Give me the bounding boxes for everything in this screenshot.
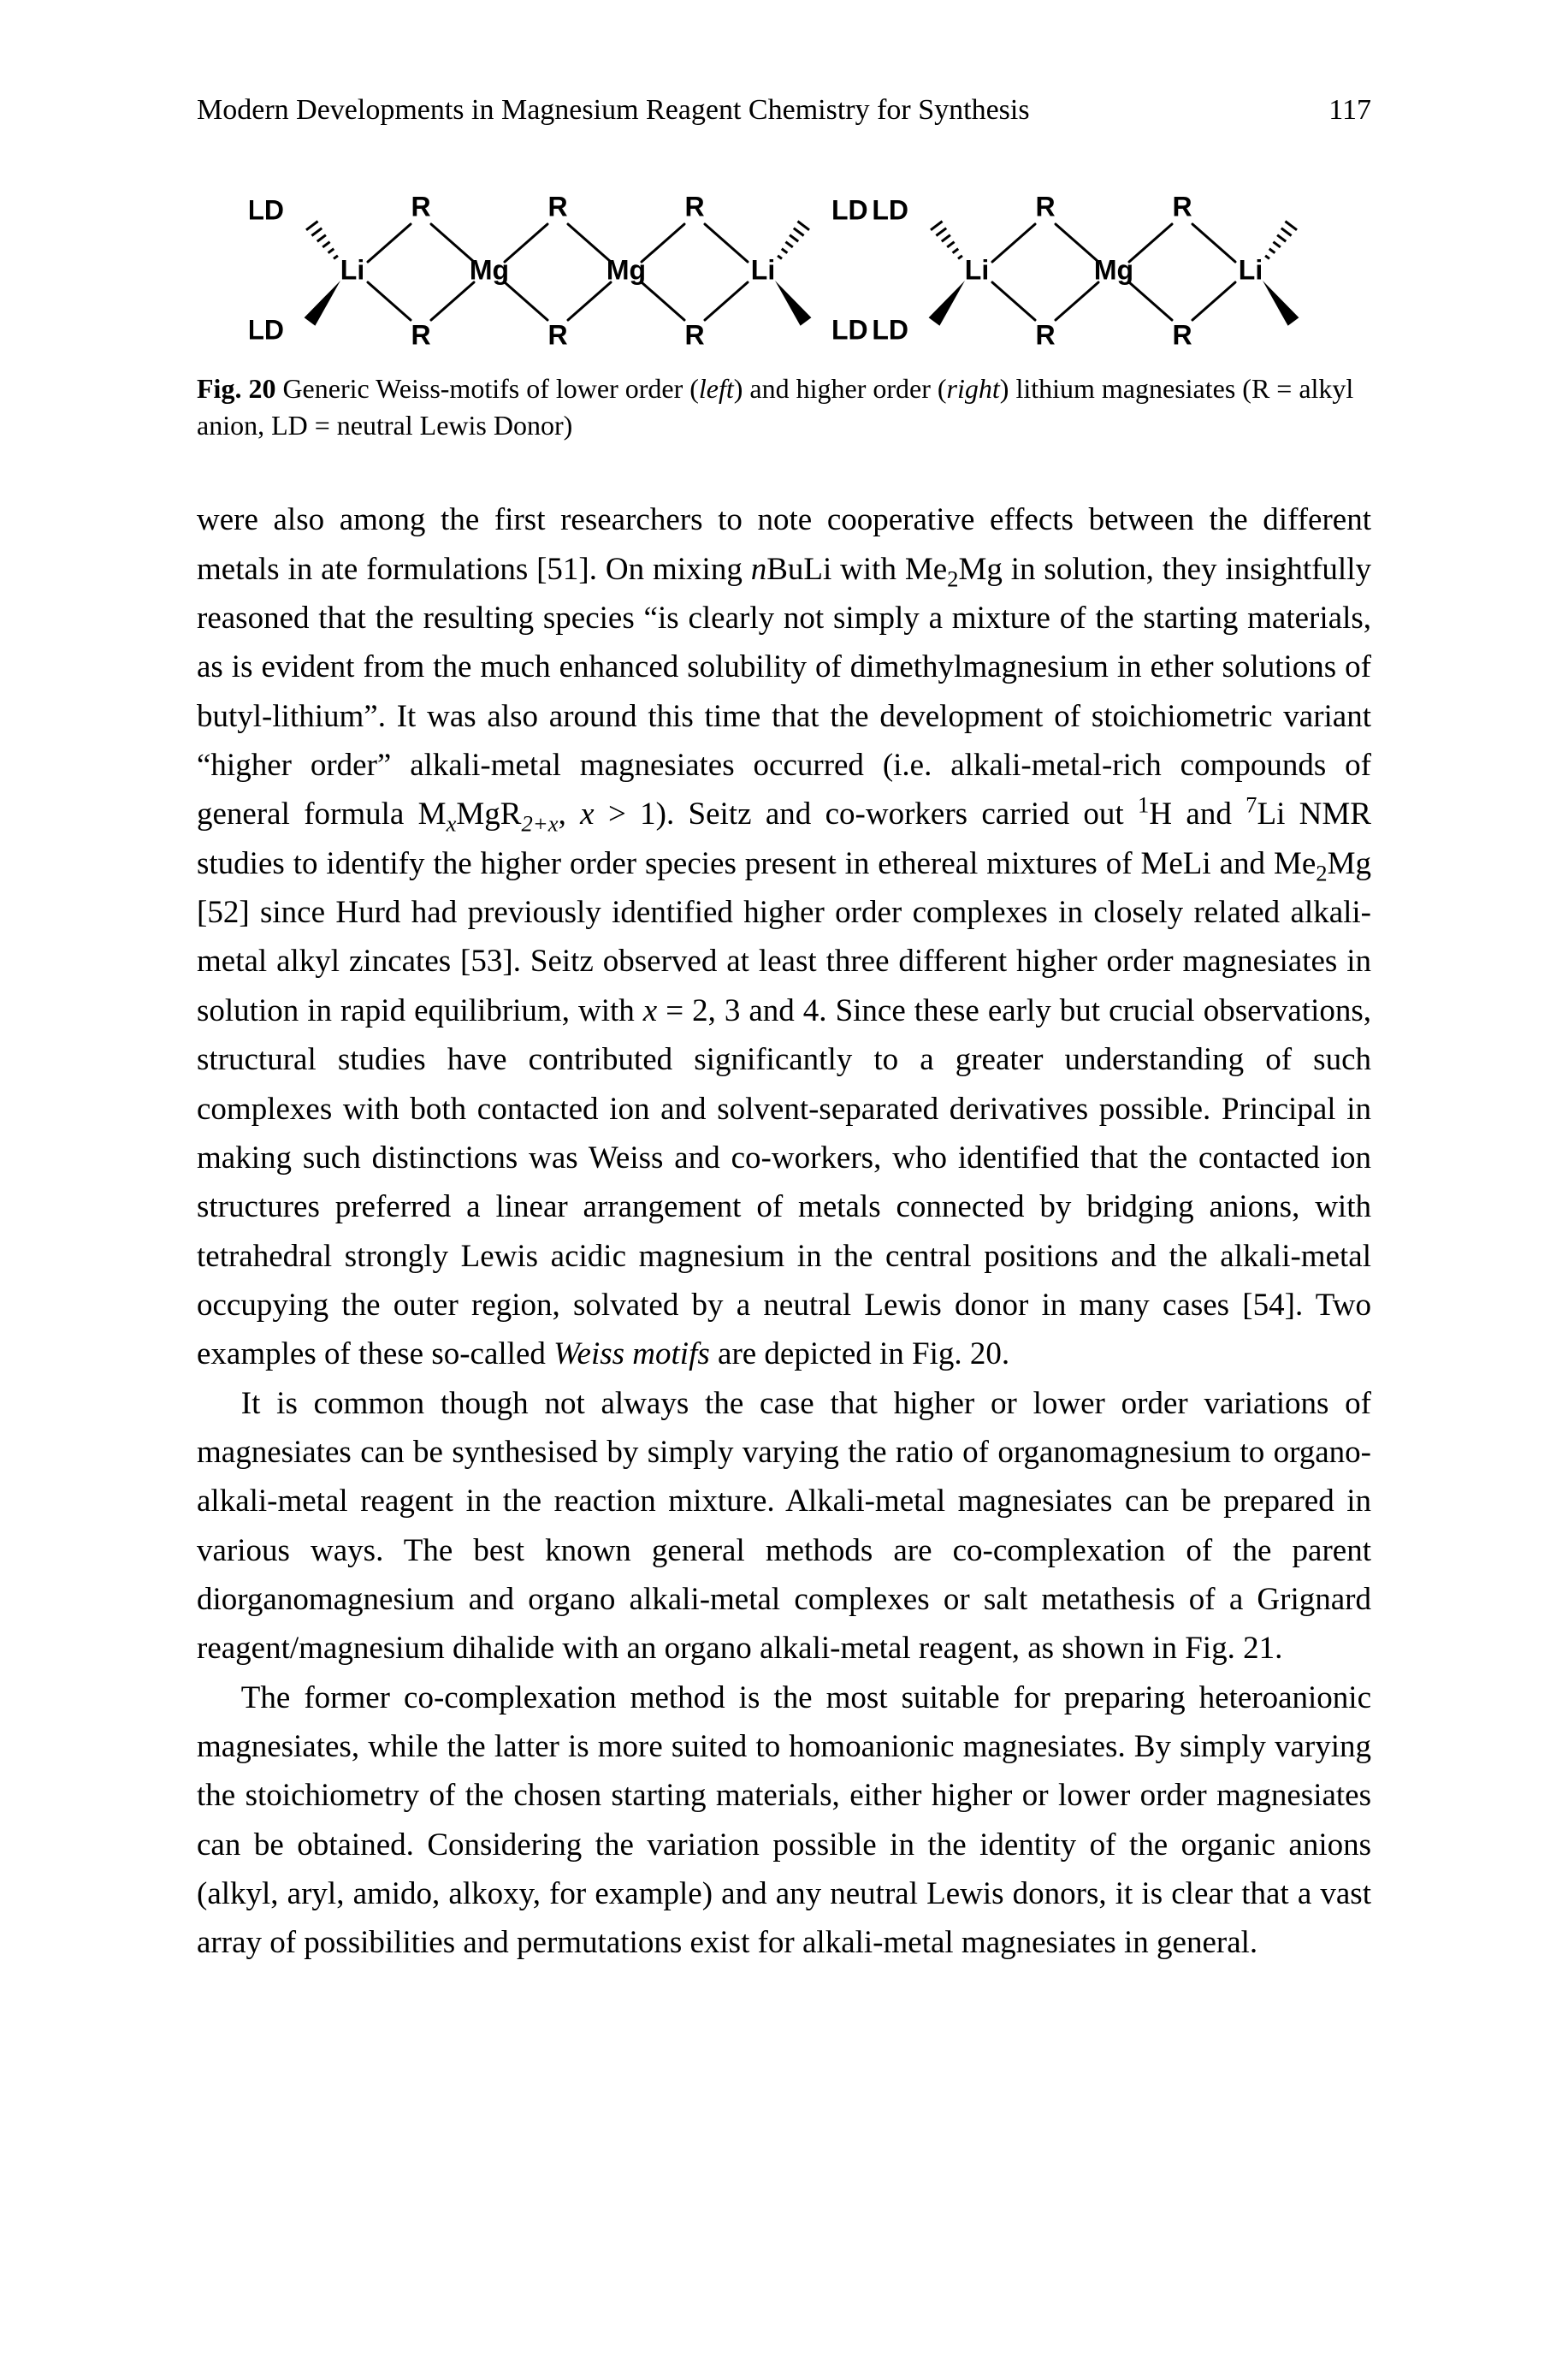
p1-n-italic: n — [751, 552, 767, 587]
svg-text:Li: Li — [964, 254, 988, 285]
page-number: 117 — [1328, 94, 1371, 127]
svg-text:R: R — [547, 319, 567, 349]
svg-text:R: R — [684, 319, 704, 349]
svg-text:R: R — [1172, 191, 1192, 222]
caption-italic-right: right — [947, 373, 1000, 404]
p1-d: MgR — [456, 797, 521, 832]
paragraph-1: were also among the first researchers to… — [197, 495, 1371, 1378]
p1-sup1: 1 — [1138, 792, 1149, 818]
weiss-motif-diagram: LiMgMgLiRRRRRRLDLDLDLDLiMgLiRRRRLDLDLDLD — [250, 178, 1319, 349]
p1-sup7: 7 — [1246, 792, 1257, 818]
figure-label: Fig. 20 — [197, 373, 275, 404]
paragraph-2: It is common though not always the case … — [197, 1379, 1371, 1673]
svg-text:Li: Li — [340, 254, 364, 285]
svg-text:R: R — [547, 191, 567, 222]
figure-20: LiMgMgLiRRRRRRLDLDLDLDLiMgLiRRRRLDLDLDLD… — [197, 178, 1371, 444]
svg-text:R: R — [411, 319, 430, 349]
svg-text:Mg: Mg — [1093, 254, 1133, 285]
body-text: were also among the first researchers to… — [197, 495, 1371, 1967]
svg-text:LD: LD — [831, 194, 868, 225]
p1-sub2a: 2 — [947, 566, 958, 591]
svg-text:LD: LD — [250, 194, 284, 225]
svg-text:Li: Li — [750, 254, 774, 285]
svg-text:Mg: Mg — [606, 254, 645, 285]
running-title: Modern Developments in Magnesium Reagent… — [197, 94, 1030, 127]
paragraph-3: The former co-complexation method is the… — [197, 1673, 1371, 1968]
caption-text-b: ) and higher order ( — [734, 373, 947, 404]
p1-c: Mg in solution, they insightfully reason… — [197, 552, 1371, 832]
p1-weiss-motifs: Weiss motifs — [553, 1336, 710, 1371]
figure-20-diagram: LiMgMgLiRRRRRRLDLDLDLDLiMgLiRRRRLDLDLDLD — [197, 178, 1371, 349]
p1-f: > 1). Seitz and co-workers carried out — [595, 797, 1138, 832]
svg-text:LD: LD — [831, 314, 868, 345]
caption-italic-left: left — [699, 373, 734, 404]
svg-text:R: R — [1035, 319, 1055, 349]
svg-text:R: R — [1035, 191, 1055, 222]
svg-text:R: R — [1172, 319, 1192, 349]
svg-text:LD: LD — [872, 194, 908, 225]
p1-x2: x — [643, 993, 657, 1028]
p1-sub2b: 2 — [1316, 860, 1327, 885]
p1-k: are depicted in Fig. 20. — [710, 1336, 1009, 1371]
svg-text:R: R — [411, 191, 430, 222]
svg-text:Mg: Mg — [469, 254, 508, 285]
svg-text:LD: LD — [872, 314, 908, 345]
figure-20-caption: Fig. 20 Generic Weiss-motifs of lower or… — [197, 370, 1371, 444]
p1-j: = 2, 3 and 4. Since these early but cruc… — [197, 993, 1371, 1371]
p1-b: BuLi with Me — [766, 552, 947, 587]
p1-subx: x — [447, 811, 457, 837]
p1-xgt: x — [580, 797, 594, 832]
page-header: Modern Developments in Magnesium Reagent… — [197, 94, 1371, 127]
p1-e: , — [559, 797, 581, 832]
caption-text-a: Generic Weiss-motifs of lower order ( — [275, 373, 698, 404]
svg-text:Li: Li — [1238, 254, 1262, 285]
p1-sub2px: 2+x — [521, 811, 558, 837]
svg-text:R: R — [684, 191, 704, 222]
svg-text:LD: LD — [250, 314, 284, 345]
p1-g: H and — [1149, 797, 1246, 832]
